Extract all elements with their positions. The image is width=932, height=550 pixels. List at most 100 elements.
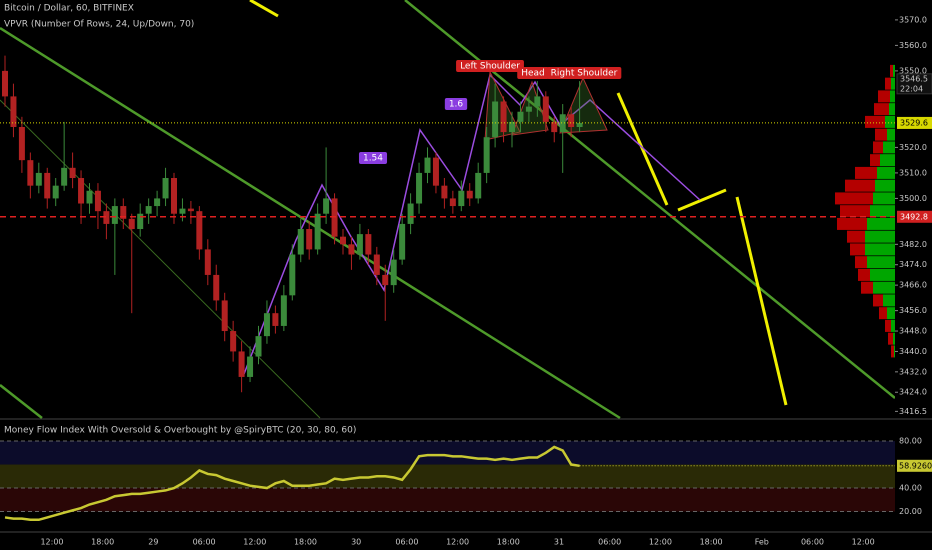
candle-body: [120, 206, 127, 219]
candle-body: [128, 218, 135, 230]
vpvr-down: [873, 294, 883, 307]
candle-body: [94, 190, 101, 212]
vpvr-up: [891, 77, 895, 90]
candle-body: [483, 137, 490, 173]
candle-body: [551, 121, 558, 133]
candle-body: [568, 114, 575, 128]
candle-body: [576, 122, 583, 128]
candle-body: [356, 234, 363, 255]
x-tick-label: 31: [554, 538, 564, 547]
vpvr-up: [887, 307, 895, 320]
vpvr-down: [850, 243, 865, 256]
mfi-line: [4, 445, 580, 522]
y-tick-label: 3456.0: [899, 306, 927, 315]
annotation-box: [517, 67, 549, 79]
x-tick-label: 12:00: [446, 538, 469, 547]
candle-body: [44, 172, 51, 199]
x-tick-label: 12:00: [40, 538, 63, 547]
candle-body: [517, 111, 524, 122]
candle-body: [424, 157, 431, 173]
candle-body: [441, 185, 448, 199]
candle-body: [35, 172, 42, 186]
x-tick-label: 30: [351, 538, 361, 547]
candle-body: [103, 211, 110, 224]
candle-body: [314, 213, 321, 250]
candle-body: [407, 203, 414, 224]
candle-body: [458, 190, 465, 207]
candle-body: [416, 172, 423, 204]
vpvr-down: [873, 141, 883, 154]
candle-body: [525, 106, 532, 112]
y-tick-label: 3570.0: [899, 15, 927, 24]
candle-body: [492, 101, 499, 138]
candle-body: [187, 208, 194, 212]
y-tick-label: 3520.0: [899, 143, 927, 152]
candle-body: [196, 211, 203, 250]
candle-body: [382, 274, 389, 286]
vpvr-up: [891, 319, 895, 332]
vpvr-up: [873, 281, 895, 294]
candle-body: [432, 157, 439, 186]
vpvr-down: [891, 345, 894, 358]
y-tick-label: 20.00: [899, 507, 922, 516]
candle-body: [466, 190, 473, 199]
y-tick-label: 3510.0: [899, 168, 927, 177]
candle-body: [500, 101, 507, 133]
mfi-band: [0, 488, 895, 512]
vpvr-down: [875, 128, 887, 141]
candle-body: [247, 356, 254, 377]
vpvr-up: [893, 64, 895, 77]
y-tick-label: 80.00: [899, 437, 922, 446]
vpvr-down: [888, 332, 893, 345]
candle-body: [272, 313, 279, 326]
vpvr-down: [890, 64, 893, 77]
candle-body: [280, 295, 287, 326]
vpvr-up: [890, 90, 895, 103]
annotation-box: [444, 98, 468, 110]
vpvr-down: [874, 103, 889, 116]
last-price-box: [897, 116, 932, 129]
vpvr-up: [867, 217, 895, 230]
vpvr-up: [883, 141, 895, 154]
x-tick-label: Feb: [755, 538, 769, 547]
candle-body: [10, 96, 17, 128]
x-tick-label: 06:00: [598, 538, 621, 547]
vpvr-up: [875, 179, 895, 192]
candle-body: [2, 70, 8, 97]
vpvr-up: [867, 256, 895, 269]
candle-body: [52, 185, 59, 199]
candle-body: [78, 178, 85, 204]
candle-body: [162, 178, 169, 199]
vpvr-down: [840, 205, 870, 218]
high-marker-box: [896, 73, 932, 95]
y-tick-label: 3500.0: [899, 194, 927, 203]
candle-body: [475, 172, 482, 199]
vpvr-down: [858, 268, 870, 281]
candle-body: [255, 336, 262, 357]
annotation: 1.6: [449, 100, 464, 110]
candle-body: [542, 96, 549, 122]
vpvr-down: [885, 77, 891, 90]
candle-body: [213, 274, 220, 301]
y-tick-label: 3474.0: [899, 260, 927, 269]
candle-body: [18, 127, 25, 161]
annotation: 1.54: [363, 154, 383, 164]
y-tick-label: 40.00: [899, 484, 922, 493]
candle-body: [340, 236, 346, 245]
vpvr-down: [847, 230, 865, 243]
candle-body: [145, 206, 152, 214]
annotation: Left Shoulder: [460, 62, 520, 72]
candle-body: [137, 213, 144, 230]
candle-body: [399, 223, 406, 260]
vpvr-up: [893, 332, 895, 345]
countdown: 22:04: [900, 84, 923, 93]
mfi-last-box: [897, 459, 932, 472]
vpvr-down: [879, 307, 887, 320]
candle-body: [111, 206, 118, 224]
candle-body: [289, 254, 296, 296]
vpvr-up: [865, 230, 895, 243]
vpvr-up: [887, 128, 895, 141]
y-tick-label: 3482.0: [899, 240, 927, 249]
candle-body: [449, 198, 456, 207]
